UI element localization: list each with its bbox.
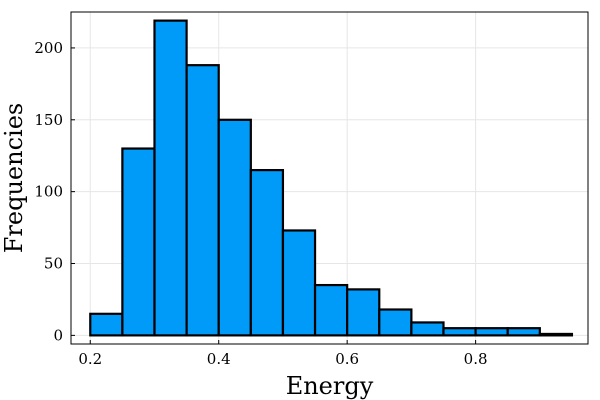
histogram-bar <box>121 147 156 337</box>
histogram-bar <box>506 327 541 337</box>
histogram-bar <box>346 288 381 337</box>
x-tick-label: 0.8 <box>464 350 488 368</box>
y-axis-title: Frequencies <box>0 103 28 253</box>
histogram-bar <box>281 229 317 337</box>
y-tick-label: 150 <box>34 111 63 129</box>
x-tick-label: 0.4 <box>207 350 231 368</box>
histogram-bar <box>410 321 445 337</box>
histogram-bar <box>153 19 188 337</box>
histogram-bar <box>442 327 477 337</box>
y-tick-label: 200 <box>34 39 63 57</box>
histogram-bar <box>474 327 509 337</box>
histogram-bar <box>89 312 124 337</box>
y-tick-label: 50 <box>44 255 63 273</box>
histogram-bar <box>185 64 220 337</box>
axis-ticks <box>71 47 477 344</box>
histogram-bar <box>249 168 285 337</box>
x-tick-label: 0.2 <box>78 350 102 368</box>
plot-frame <box>70 11 589 345</box>
x-tick-label: 0.6 <box>335 350 359 368</box>
histogram-bars <box>89 19 574 337</box>
axis-tick-labels: 0.2 0.4 0.6 0.8 0 50 100 150 200 <box>34 39 487 368</box>
x-axis-title: Energy <box>286 372 374 400</box>
histogram-bar <box>378 308 413 337</box>
histogram-bar <box>538 332 574 337</box>
y-tick-label: 100 <box>34 183 63 201</box>
y-tick-label: 0 <box>53 326 63 344</box>
histogram-bar <box>313 283 349 337</box>
histogram-bar <box>217 118 252 337</box>
